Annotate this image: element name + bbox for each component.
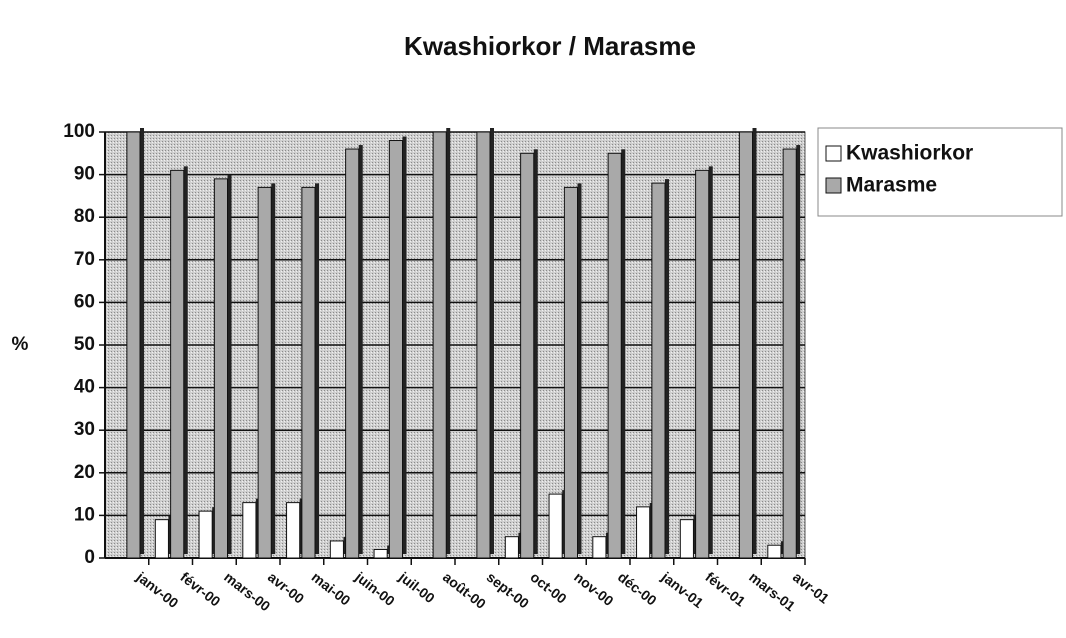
legend <box>817 127 1063 217</box>
bar <box>651 182 666 559</box>
x-tick-label: mars-00 <box>221 569 273 615</box>
bar-side <box>402 136 407 554</box>
bar <box>520 152 535 559</box>
bar <box>213 178 228 559</box>
bar <box>563 186 578 559</box>
bar <box>373 548 388 559</box>
y-tick-label: 70 <box>74 249 95 270</box>
y-tick-label: 60 <box>74 291 95 312</box>
bar-side <box>533 149 538 555</box>
x-tick-label: sept-00 <box>484 569 533 612</box>
bar-side <box>227 174 232 555</box>
x-tick-label: févr-01 <box>702 569 748 610</box>
x-tick-label: juin-00 <box>352 568 398 609</box>
bar-side <box>752 128 757 554</box>
y-tick-label: 100 <box>63 121 95 142</box>
x-tick-label: oct-00 <box>527 569 570 607</box>
bar <box>198 510 213 559</box>
bar-side <box>183 166 188 554</box>
bar <box>592 536 607 559</box>
bar <box>548 493 563 559</box>
y-axis-label: % <box>12 334 29 355</box>
y-tick-label: 80 <box>74 206 95 227</box>
bar-side <box>665 179 669 554</box>
x-tick-label: janv-00 <box>133 568 182 611</box>
bar-side <box>446 128 451 554</box>
bar <box>388 140 403 559</box>
legend-label: Kwashiorkor <box>846 142 973 165</box>
bar <box>154 519 169 559</box>
bar-side <box>796 145 801 555</box>
bar-side <box>315 183 319 554</box>
x-tick-label: nov-00 <box>571 569 617 610</box>
x-tick-label: févr-00 <box>177 569 223 610</box>
bar <box>767 544 782 559</box>
bar <box>257 186 272 559</box>
y-tick-label: 90 <box>74 164 95 185</box>
bar <box>432 131 447 559</box>
bar <box>242 502 257 559</box>
x-tick-label: juil-00 <box>395 568 438 606</box>
bar-side <box>621 149 626 555</box>
y-tick-label: 0 <box>84 547 95 568</box>
bar-side <box>577 183 582 554</box>
bar <box>301 186 316 559</box>
x-tick-label: mai-00 <box>309 569 354 609</box>
bar-side <box>708 166 713 554</box>
bar-side <box>271 183 276 554</box>
x-tick-label: août-00 <box>440 569 489 612</box>
bar <box>170 169 185 559</box>
bar-side <box>490 128 494 554</box>
x-tick-label: déc-00 <box>615 569 660 609</box>
x-tick-label: janv-01 <box>658 568 707 611</box>
bar <box>607 152 622 559</box>
bar <box>126 131 141 559</box>
bar <box>345 148 360 559</box>
chart-title: Kwashiorkor / Marasme <box>404 31 696 61</box>
bar <box>738 131 753 559</box>
bar-side <box>140 128 144 554</box>
bar <box>504 536 519 559</box>
x-tick-label: mars-01 <box>746 569 798 615</box>
legend-label: Marasme <box>846 174 937 197</box>
y-tick-label: 20 <box>74 462 95 483</box>
y-tick-label: 30 <box>74 419 95 440</box>
bar <box>476 131 491 559</box>
legend-swatch <box>825 177 842 194</box>
legend-swatch <box>825 145 842 162</box>
y-tick-label: 50 <box>74 334 95 355</box>
y-tick-label: 10 <box>74 504 95 525</box>
y-tick-label: 40 <box>74 377 95 398</box>
bar <box>286 502 301 559</box>
bar <box>636 506 651 559</box>
bar <box>679 519 694 559</box>
bar <box>329 540 344 559</box>
bar <box>695 169 710 559</box>
bar <box>782 148 797 559</box>
bar-side <box>358 145 363 555</box>
